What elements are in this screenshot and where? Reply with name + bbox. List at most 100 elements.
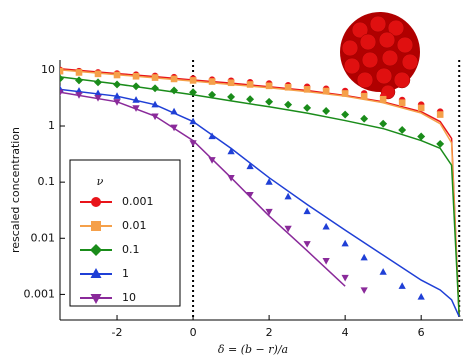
x-tick-label: 4 [342,326,349,339]
marker [284,192,292,200]
marker [322,107,331,115]
marker [227,147,235,155]
marker [303,241,311,248]
marker [208,78,216,85]
marker [151,84,160,93]
y-tick-label: 0.1 [38,175,56,188]
y-tick-label: 0.001 [24,287,56,300]
x-tick-label: 0 [190,326,197,339]
marker [436,139,445,148]
marker [360,114,369,123]
marker [132,105,140,112]
marker [265,97,274,106]
marker [303,103,312,112]
marker [417,132,426,141]
marker [303,207,311,215]
marker [94,78,102,87]
marker [170,107,178,115]
marker [379,95,387,103]
marker [90,244,102,256]
x-tick-label: 6 [418,326,425,339]
marker [75,76,83,85]
x-axis-label: δ = (b − r)/a [218,343,288,356]
marker [341,110,350,119]
marker [265,178,273,185]
particle-cluster-illustration [340,12,420,100]
marker [227,175,235,182]
legend-label: 0.1 [122,243,140,256]
marker [265,208,273,216]
legend-label: 0.01 [122,219,147,232]
marker [189,140,197,147]
marker [417,104,425,112]
x-tick-label: 2 [266,326,273,339]
marker [94,95,102,102]
marker [398,99,406,107]
marker [75,92,83,99]
marker [246,95,255,104]
marker [90,268,102,278]
marker [265,82,273,90]
marker [75,69,83,76]
y-tick-label: 1 [48,119,55,132]
marker [113,92,121,99]
marker [132,96,140,103]
marker [417,293,425,300]
marker [246,81,254,88]
marker [151,100,159,108]
y-axis-label: rescaled concentration [9,127,22,253]
marker [379,119,388,128]
marker [227,79,235,87]
marker [113,99,121,106]
marker [132,72,140,80]
marker [208,90,217,99]
marker [246,162,254,170]
marker [379,268,387,275]
marker [151,74,159,81]
marker [113,71,121,79]
marker [360,253,368,261]
plot-area [60,66,460,318]
marker [341,274,349,282]
marker [151,113,159,121]
legend-title: ν [97,175,104,188]
marker [189,88,198,97]
legend-label: 0.001 [122,195,154,208]
marker [189,117,197,125]
marker [91,221,101,231]
marker [94,70,102,78]
marker [398,126,407,134]
marker [322,257,330,265]
marker [398,282,406,289]
y-tick-label: 0.01 [31,231,56,244]
marker [341,90,349,97]
marker [360,287,368,294]
marker [113,80,121,89]
marker [341,239,349,247]
marker [246,191,254,199]
marker [91,197,101,207]
marker [208,132,216,140]
marker [284,100,293,109]
marker [132,82,140,91]
marker [436,111,444,118]
marker [170,124,178,132]
x-tick-label: -2 [112,326,123,339]
marker [60,67,64,75]
marker [284,225,292,233]
marker [303,86,311,93]
marker [322,222,330,230]
marker [60,74,64,83]
marker [208,157,216,164]
legend-label: 1 [122,267,129,280]
y-tick-label: 10 [41,63,55,76]
marker [90,294,102,304]
legend-label: 10 [122,291,136,304]
marker [189,77,197,84]
marker [60,89,64,97]
marker [284,83,292,91]
marker [360,92,368,100]
marker [227,92,236,101]
marker [170,86,179,95]
